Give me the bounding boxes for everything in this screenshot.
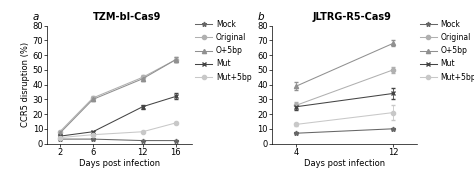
Legend: Mock, Original, O+5bp, Mut, Mut+5bp: Mock, Original, O+5bp, Mut, Mut+5bp bbox=[195, 20, 252, 82]
Title: TZM-bl-Cas9: TZM-bl-Cas9 bbox=[93, 12, 161, 22]
X-axis label: Days post infection: Days post infection bbox=[304, 160, 385, 169]
Text: a: a bbox=[33, 12, 39, 22]
Y-axis label: CCR5 disruption (%): CCR5 disruption (%) bbox=[21, 42, 30, 127]
Legend: Mock, Original, O+5bp, Mut, Mut+5bp: Mock, Original, O+5bp, Mut, Mut+5bp bbox=[420, 20, 474, 82]
Title: JLTRG-R5-Cas9: JLTRG-R5-Cas9 bbox=[312, 12, 392, 22]
X-axis label: Days post infection: Days post infection bbox=[79, 160, 161, 169]
Text: b: b bbox=[258, 12, 264, 22]
